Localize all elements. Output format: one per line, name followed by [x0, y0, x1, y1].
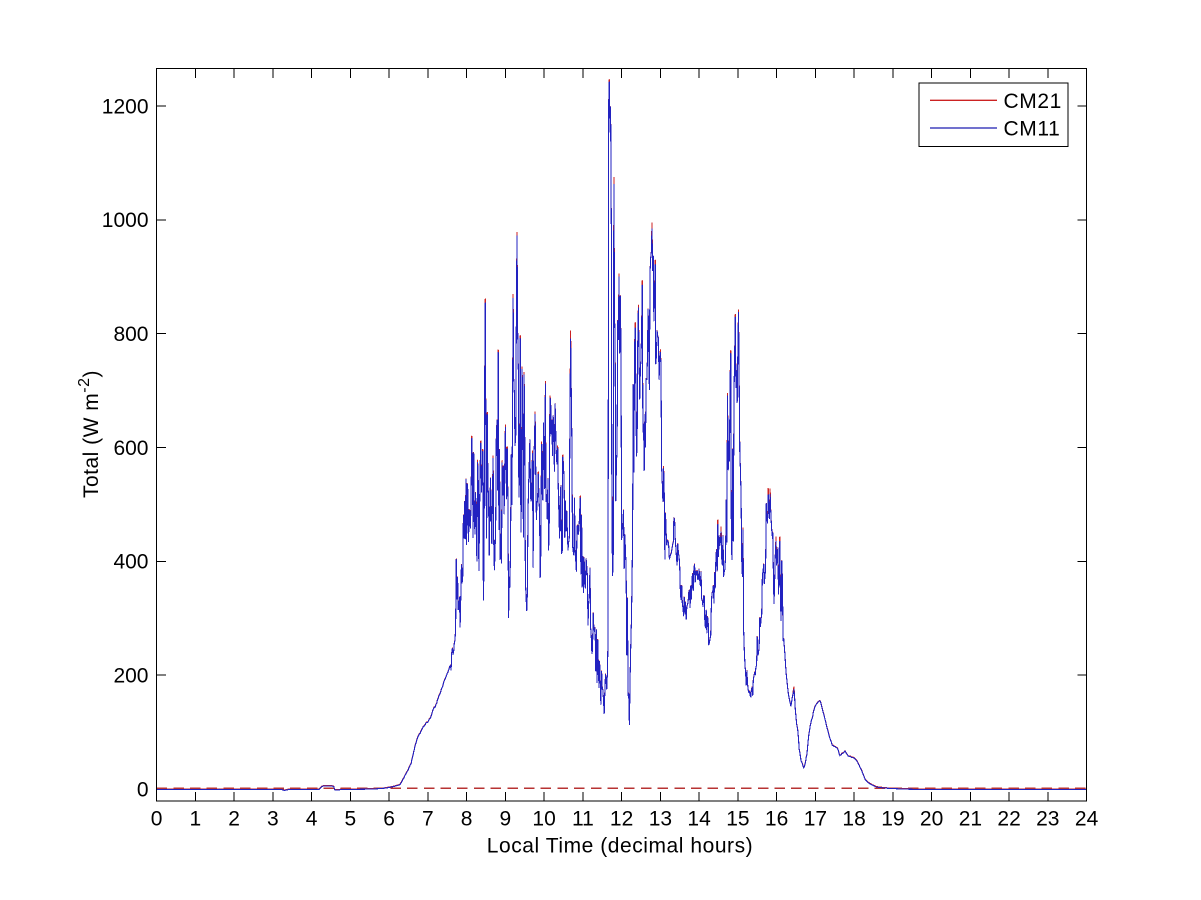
svg-text:Local Time (decimal hours): Local Time (decimal hours)	[487, 835, 753, 858]
svg-text:400: 400	[113, 551, 148, 574]
svg-text:9: 9	[500, 808, 512, 831]
svg-text:6: 6	[383, 808, 395, 831]
svg-text:CM21: CM21	[1004, 90, 1062, 113]
svg-text:20: 20	[920, 808, 943, 831]
svg-text:1: 1	[189, 808, 201, 831]
svg-text:1200: 1200	[102, 95, 149, 118]
svg-text:12: 12	[610, 808, 633, 831]
svg-text:11: 11	[572, 808, 594, 831]
svg-text:18: 18	[842, 808, 865, 831]
svg-text:8: 8	[461, 808, 473, 831]
svg-text:13: 13	[649, 808, 672, 831]
svg-text:2: 2	[228, 808, 240, 831]
svg-text:15: 15	[726, 808, 749, 831]
svg-text:19: 19	[881, 808, 904, 831]
svg-text:16: 16	[765, 808, 788, 831]
svg-text:17: 17	[804, 808, 827, 831]
svg-text:5: 5	[345, 808, 357, 831]
svg-text:600: 600	[113, 437, 148, 460]
svg-text:4: 4	[306, 808, 318, 831]
svg-text:800: 800	[113, 323, 148, 346]
svg-text:200: 200	[113, 665, 148, 688]
svg-text:7: 7	[422, 808, 434, 831]
svg-text:CM11: CM11	[1004, 118, 1061, 141]
svg-text:10: 10	[532, 808, 555, 831]
svg-text:3: 3	[267, 808, 279, 831]
svg-text:21: 21	[959, 808, 982, 831]
svg-text:0: 0	[137, 778, 149, 801]
svg-text:14: 14	[687, 808, 711, 831]
svg-text:0: 0	[151, 808, 163, 831]
svg-text:1000: 1000	[102, 209, 149, 232]
svg-text:24: 24	[1075, 808, 1099, 831]
svg-text:22: 22	[997, 808, 1020, 831]
svg-text:23: 23	[1036, 808, 1059, 831]
